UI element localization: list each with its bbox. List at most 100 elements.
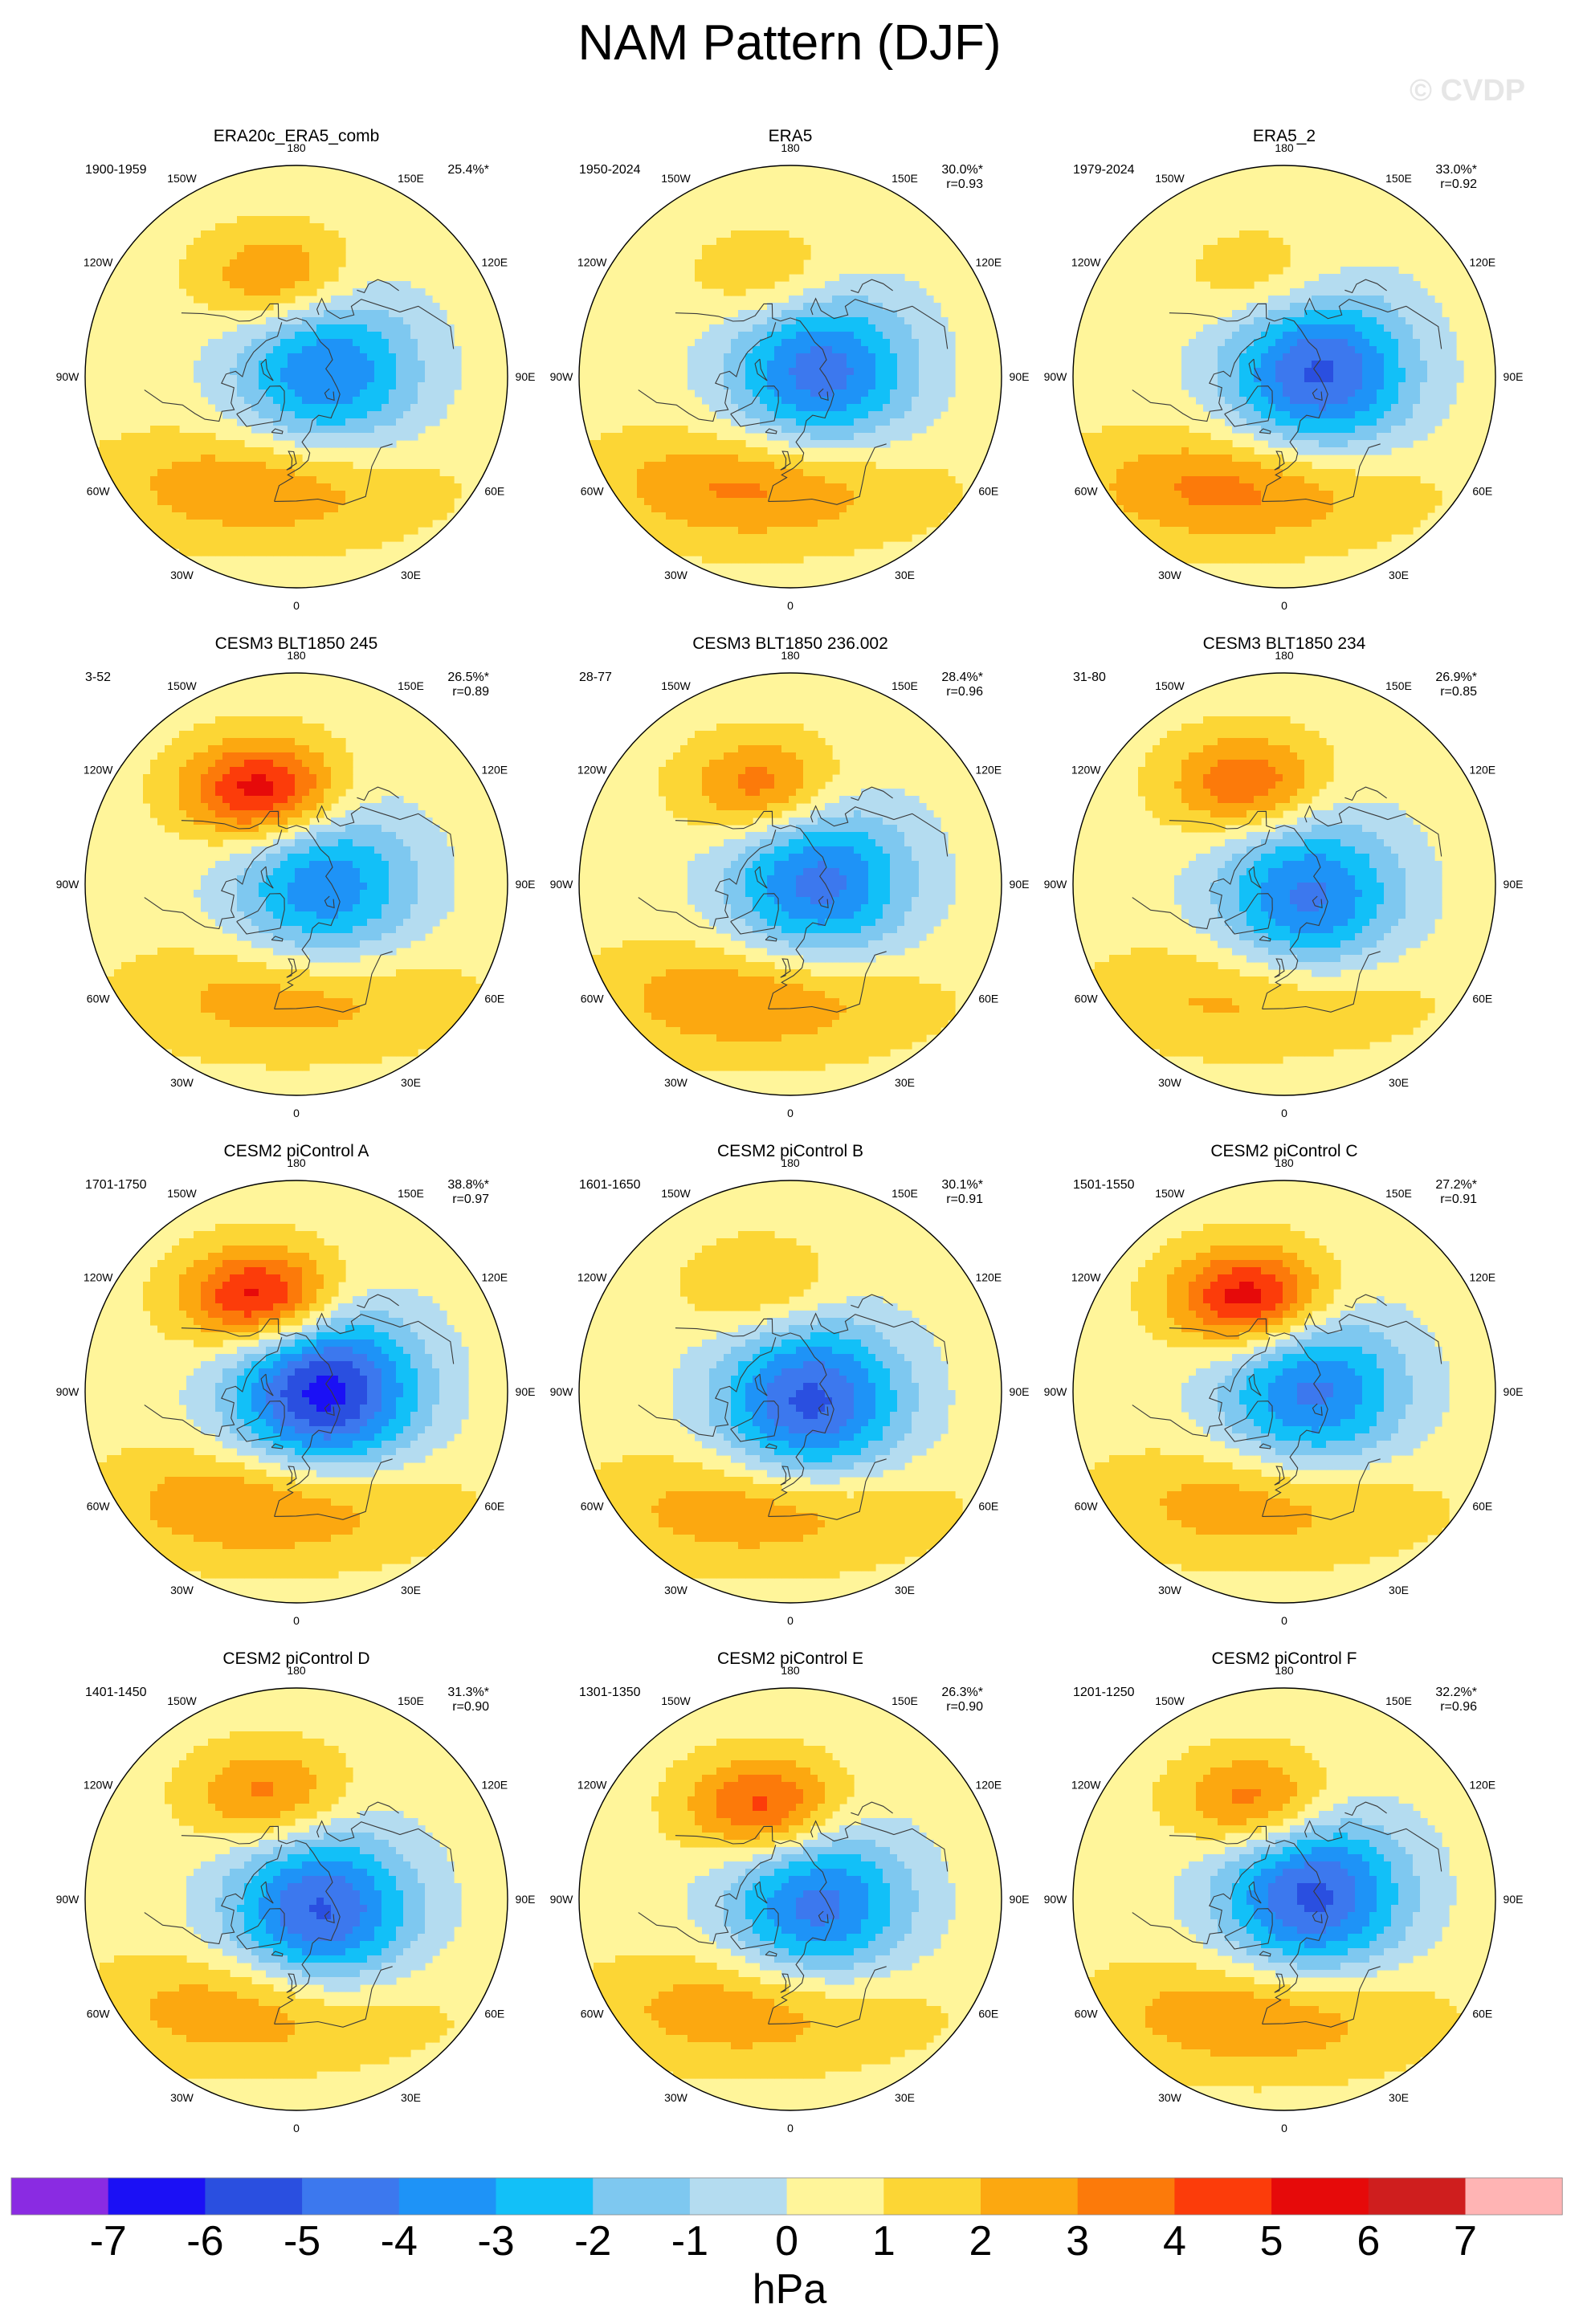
lon-label: 180 bbox=[1275, 649, 1294, 662]
colorbar-swatch bbox=[1465, 2178, 1563, 2215]
lon-label: 120E bbox=[481, 764, 508, 777]
colorbar-tick-label: -4 bbox=[381, 2218, 418, 2265]
lon-label: 30W bbox=[170, 1584, 194, 1596]
slp-anomaly-field bbox=[85, 1180, 508, 1603]
lon-label: 30E bbox=[895, 1584, 915, 1596]
map-frame bbox=[578, 1687, 1002, 2111]
lon-label: 150E bbox=[1385, 1187, 1412, 1200]
colorbar-tick-label: 0 bbox=[775, 2218, 798, 2265]
map-panel: CESM3 BLT1850 245 3-52 26.5%*r=0.89 180 150E… bbox=[56, 634, 536, 1119]
panel-pattern-correlation: r=0.89 bbox=[452, 685, 489, 699]
lon-label: 30E bbox=[895, 569, 915, 581]
colorbar-tick-label: 2 bbox=[969, 2218, 993, 2265]
lon-label: 90W bbox=[1044, 1385, 1068, 1398]
lon-label: 60E bbox=[484, 2008, 504, 2020]
watermark-text: © CVDP bbox=[1410, 74, 1526, 108]
panel-title: CESM2 piControl B bbox=[717, 1142, 863, 1160]
lon-label: 120W bbox=[577, 256, 607, 269]
colorbar-swatch bbox=[11, 2178, 109, 2215]
lon-label: 90E bbox=[1010, 878, 1030, 891]
lon-label: 30W bbox=[1158, 1584, 1182, 1596]
lon-label: 90W bbox=[1044, 1893, 1068, 1906]
colorbar-swatch bbox=[786, 2178, 884, 2215]
lon-label: 150E bbox=[1385, 1694, 1412, 1707]
lon-label: 150E bbox=[398, 1694, 424, 1707]
map-panel: CESM2 piControl B 1601-1650 30.1%*r=0.91 18… bbox=[550, 1142, 1030, 1627]
lon-label: 120E bbox=[481, 1271, 508, 1284]
panel-years: 1601-1650 bbox=[579, 1178, 641, 1192]
map-frame bbox=[578, 672, 1002, 1096]
lon-label: 60E bbox=[978, 993, 998, 1005]
chart-title: NAM Pattern (DJF) bbox=[577, 15, 1002, 71]
lon-label: 90W bbox=[56, 878, 80, 891]
coastlines bbox=[1132, 786, 1442, 1013]
lon-label: 0 bbox=[293, 1614, 300, 1627]
panel-years: 3-52 bbox=[85, 671, 111, 684]
lon-label: 60W bbox=[87, 2008, 111, 2020]
lon-label: 0 bbox=[293, 2122, 300, 2134]
lon-label: 120W bbox=[1071, 1779, 1101, 1792]
lon-label: 90E bbox=[516, 1385, 536, 1398]
lon-label: 60E bbox=[1472, 993, 1492, 1005]
coastlines bbox=[144, 279, 455, 505]
slp-anomaly-field bbox=[85, 1688, 508, 2110]
panel-years: 28-77 bbox=[579, 671, 612, 684]
colorbar-swatch bbox=[689, 2178, 788, 2215]
map-frame bbox=[84, 1687, 508, 2111]
lon-label: 180 bbox=[1275, 1156, 1294, 1169]
panel-years: 31-80 bbox=[1073, 671, 1106, 684]
lon-label: 120W bbox=[577, 1271, 607, 1284]
slp-anomaly-field bbox=[85, 165, 508, 588]
lon-label: 150E bbox=[1385, 172, 1412, 185]
lon-label: 60W bbox=[1075, 2008, 1099, 2020]
panel-variance-pct: 32.2%* bbox=[1435, 1686, 1477, 1699]
lon-label: 120W bbox=[84, 1271, 113, 1284]
colorbar-swatch bbox=[1271, 2178, 1369, 2215]
map-frame bbox=[1072, 1687, 1496, 2111]
lon-label: 180 bbox=[287, 1156, 306, 1169]
panel-pattern-correlation: r=0.85 bbox=[1440, 685, 1477, 699]
lon-label: 60E bbox=[484, 993, 504, 1005]
map-panel: CESM2 piControl C 1501-1550 27.2%*r=0.91 18… bbox=[1044, 1142, 1524, 1627]
lon-label: 90E bbox=[516, 878, 536, 891]
lon-label: 60W bbox=[1075, 993, 1099, 1005]
lon-label: 150E bbox=[892, 1694, 918, 1707]
panel-variance-pct: 31.3%* bbox=[447, 1686, 489, 1699]
lon-label: 120W bbox=[84, 256, 113, 269]
lon-label: 60W bbox=[581, 1500, 605, 1513]
map-panel: CESM2 piControl F 1201-1250 32.2%*r=0.96 18… bbox=[1044, 1649, 1524, 2134]
lon-label: 0 bbox=[1281, 2122, 1287, 2134]
panel-pattern-correlation: r=0.97 bbox=[452, 1193, 489, 1206]
panel-years: 1900-1959 bbox=[85, 163, 147, 177]
lon-label: 150E bbox=[892, 1187, 918, 1200]
panel-years: 1301-1350 bbox=[579, 1686, 641, 1699]
lon-label: 180 bbox=[1275, 1664, 1294, 1677]
lon-label: 90W bbox=[56, 1893, 80, 1906]
lon-label: 60W bbox=[1075, 1500, 1099, 1513]
lon-label: 180 bbox=[287, 141, 306, 154]
map-panel: CESM3 BLT1850 236.002 28-77 28.4%*r=0.96 18… bbox=[550, 634, 1030, 1119]
lon-label: 150W bbox=[167, 1694, 197, 1707]
lon-label: 30E bbox=[1389, 2091, 1409, 2104]
map-panel: CESM2 piControl D 1401-1450 31.3%*r=0.90 18… bbox=[56, 1649, 536, 2134]
lon-label: 150W bbox=[1155, 679, 1185, 692]
lon-label: 0 bbox=[1281, 1107, 1287, 1119]
lon-label: 90W bbox=[56, 370, 80, 383]
colorbar-tick-label: 6 bbox=[1357, 2218, 1380, 2265]
lon-label: 30E bbox=[401, 1076, 421, 1089]
lon-label: 120W bbox=[1071, 256, 1101, 269]
map-frame bbox=[84, 165, 508, 589]
lon-label: 150W bbox=[167, 172, 197, 185]
lon-label: 90W bbox=[550, 1893, 574, 1906]
lon-label: 120W bbox=[577, 764, 607, 777]
lon-label: 60W bbox=[87, 1500, 111, 1513]
panel-pattern-correlation: r=0.91 bbox=[1440, 1193, 1477, 1206]
lon-label: 180 bbox=[287, 649, 306, 662]
lon-label: 120E bbox=[481, 1779, 508, 1792]
panel-years: 1201-1250 bbox=[1073, 1686, 1135, 1699]
map-frame bbox=[1072, 165, 1496, 589]
map-panel: ERA5_2 1979-2024 33.0%*r=0.92 180 150E 120E 90… bbox=[1044, 127, 1524, 612]
lon-label: 60W bbox=[87, 485, 111, 498]
slp-anomaly-field bbox=[1073, 1688, 1495, 2110]
panel-title: CESM2 piControl A bbox=[224, 1142, 369, 1160]
